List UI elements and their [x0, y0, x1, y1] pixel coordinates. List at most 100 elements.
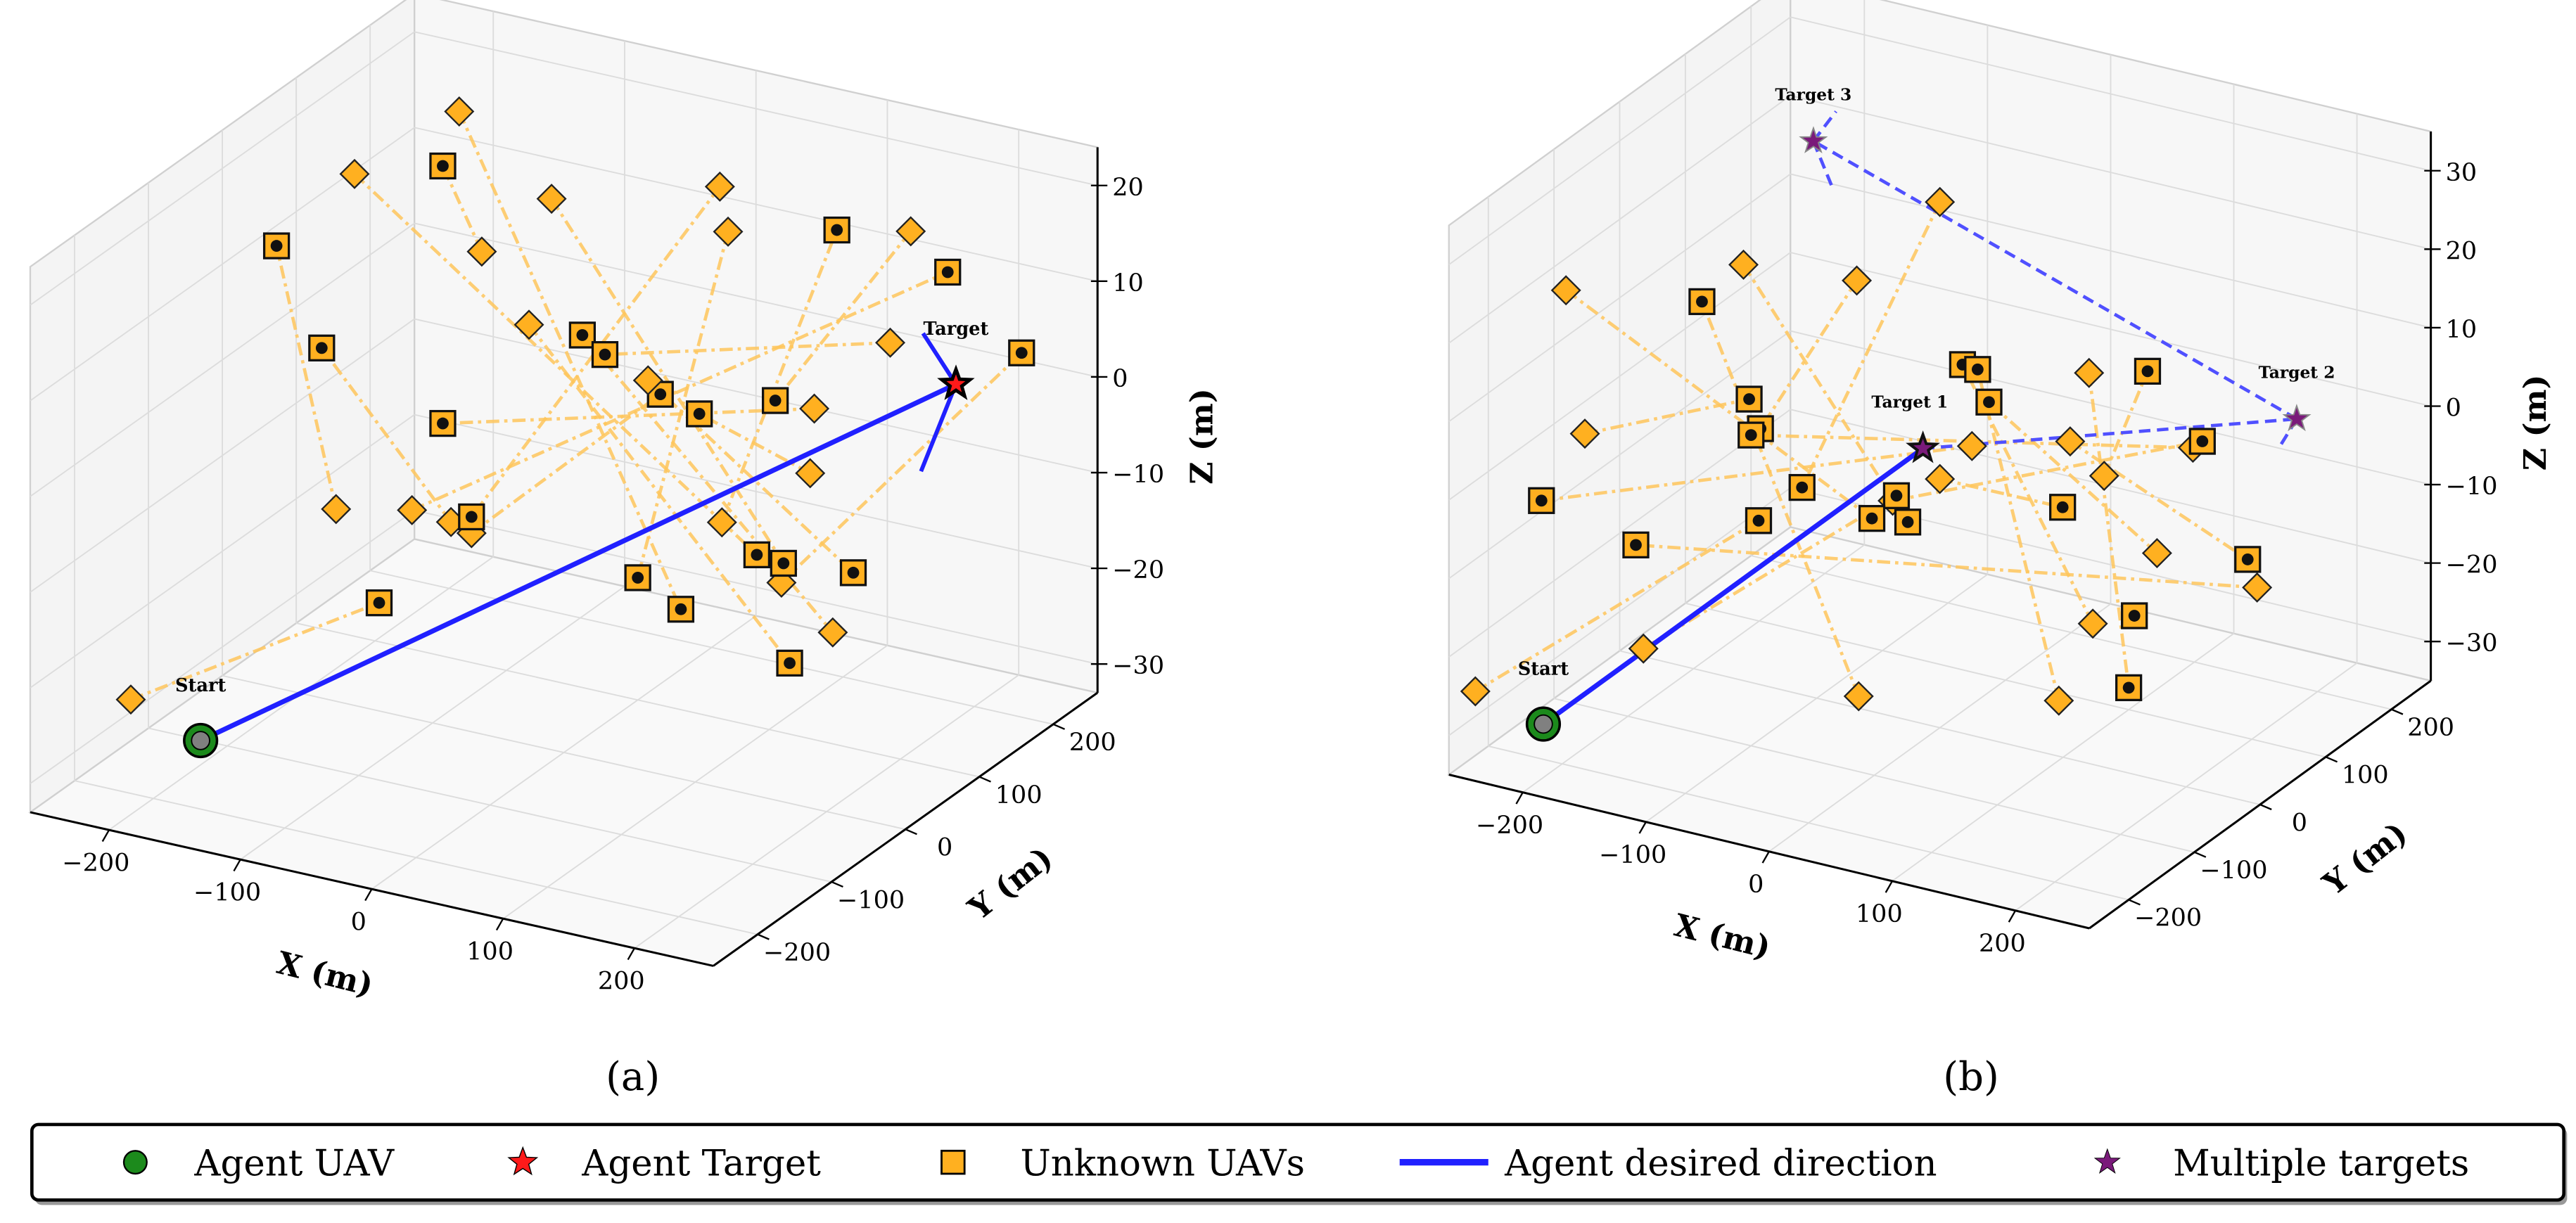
- y-tick-label: 200: [1069, 729, 1116, 757]
- uav-start-diamond: [875, 327, 906, 358]
- uav-current-dot: [2122, 681, 2135, 694]
- panel-label-a: (a): [606, 1054, 660, 1100]
- uav-current-dot: [1983, 396, 1995, 409]
- uav-start-diamond: [444, 96, 475, 127]
- uav-start-diamond: [713, 216, 744, 247]
- uav-current-dot: [1890, 489, 1903, 502]
- uav-start-diamond: [632, 365, 663, 396]
- legend-box: [30, 1122, 2566, 1202]
- uav-trajectory-line: [1700, 301, 1861, 697]
- grid-line-y: [222, 674, 906, 831]
- y-tick-mark: [1052, 723, 1066, 730]
- uav-start-diamond: [795, 458, 826, 489]
- uav-current-dot: [373, 596, 385, 609]
- grid-line-z: [1448, 252, 1791, 501]
- x-tick-label: 200: [598, 968, 645, 996]
- uav-start-diamond: [799, 393, 830, 424]
- y-tick-label: 0: [2292, 809, 2307, 837]
- z-tick-label: 0: [2446, 394, 2461, 422]
- uav-trajectory-line: [604, 340, 891, 357]
- grid-line-z: [1448, 330, 1791, 580]
- uav-trajectory-line: [1759, 279, 1858, 430]
- uav-current-dot: [941, 266, 954, 278]
- uav-trajectory-line: [2087, 372, 2131, 689]
- legend-label-unknown-uavs: Unknown UAVs: [1021, 1142, 1305, 1184]
- uav-current-square: [1008, 339, 1035, 366]
- uav-start-diamond: [2141, 538, 2172, 569]
- direction-branch-line: [919, 383, 958, 473]
- grid-line-z: [414, 127, 1098, 282]
- uav-start-diamond: [514, 309, 544, 340]
- uav-current-dot: [1630, 539, 1642, 551]
- x-tick-mark: [2008, 910, 2017, 923]
- grid-line-y: [1685, 602, 2326, 758]
- multi-target-label: Target 2: [2259, 362, 2335, 382]
- uav-current-square: [1622, 531, 1650, 558]
- grid-line-y: [295, 622, 980, 778]
- uav-current-dot: [2196, 435, 2209, 447]
- x-tick-mark: [1638, 821, 1647, 834]
- x-tick-label: 100: [466, 938, 514, 966]
- uav-current-square: [823, 216, 850, 244]
- uav-start-diamond: [1728, 249, 1759, 280]
- uav-current-square: [934, 258, 962, 286]
- uav-current-dot: [1535, 494, 1548, 507]
- x-tick-mark: [364, 888, 373, 902]
- uav-current-dot: [831, 224, 843, 236]
- uav-current-dot: [1015, 347, 1028, 359]
- y-tick-label: −200: [763, 939, 831, 967]
- purple-star-icon: [2093, 1148, 2121, 1174]
- uav-trajectory-line: [646, 379, 855, 575]
- grid-line-z: [1448, 173, 1791, 423]
- grid-line-z: [30, 318, 415, 593]
- x-tick-label: 100: [1856, 900, 1903, 928]
- grid-line-y: [74, 780, 758, 935]
- x-tick-label: −100: [1599, 841, 1666, 869]
- z-tick-label: 0: [1112, 365, 1128, 393]
- grid-line-y: [1751, 555, 2392, 710]
- grid-line-z: [1790, 252, 2431, 407]
- z-tick-label: −20: [2446, 551, 2498, 580]
- grid-line-z: [414, 31, 1098, 186]
- y-axis-label: Y (m): [2316, 815, 2414, 903]
- y-tick-label: 0: [937, 834, 952, 862]
- red-star-icon: [507, 1146, 539, 1176]
- uav-current-square: [839, 559, 867, 587]
- uav-trajectory-line: [1564, 288, 1873, 520]
- grid-line-y: [1619, 650, 2261, 805]
- y-tick-mark: [2325, 756, 2338, 763]
- legend-label-agent-uav: Agent UAV: [193, 1142, 395, 1184]
- uav-current-dot: [1743, 393, 1755, 405]
- uav-current-dot: [675, 603, 687, 615]
- x-tick-mark: [101, 829, 110, 843]
- multi-target-star: [2282, 404, 2312, 432]
- y-tick-mark: [2391, 708, 2404, 715]
- grid-line-z: [414, 318, 1098, 473]
- x-tick-mark: [1885, 881, 1894, 893]
- uav-start-diamond: [1843, 681, 1874, 712]
- uav-trajectory-line: [1939, 477, 2063, 509]
- legend-label-agent-direction: Agent desired direction: [1504, 1142, 1937, 1184]
- panel-label-b: (b): [1943, 1054, 1999, 1100]
- uav-current-square: [776, 649, 803, 677]
- y-tick-label: −100: [2200, 857, 2267, 885]
- y-tick-mark: [2259, 803, 2272, 811]
- grid-line-z: [1448, 16, 1791, 266]
- x-tick-mark: [1761, 851, 1770, 864]
- uav-current-dot: [2128, 610, 2141, 622]
- uav-current-dot: [437, 160, 449, 172]
- uav-start-diamond: [1956, 430, 1987, 461]
- uav-trajectory-line: [1892, 440, 2203, 503]
- uav-start-diamond: [397, 494, 428, 525]
- uav-start-diamond: [1925, 463, 1956, 494]
- uav-current-dot: [784, 657, 796, 670]
- legend: Agent UAV Agent Target Unknown UAVs Agen…: [30, 1122, 2568, 1205]
- uav-start-diamond: [1569, 418, 1600, 449]
- uav-trajectory-line: [1643, 494, 1898, 651]
- uav-trajectory-line: [457, 110, 683, 610]
- legend-label-multiple-targets: Multiple targets: [2173, 1142, 2469, 1184]
- uav-start-diamond: [2074, 357, 2105, 388]
- uav-start-diamond: [115, 684, 146, 715]
- uav-current-dot: [1901, 516, 1914, 528]
